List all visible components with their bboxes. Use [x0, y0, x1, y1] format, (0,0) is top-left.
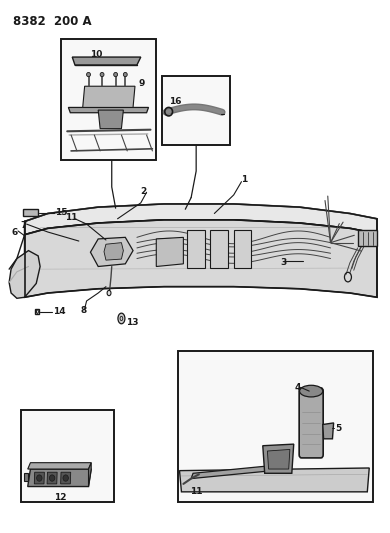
Polygon shape: [90, 237, 133, 266]
Text: 11: 11: [65, 213, 78, 222]
FancyBboxPatch shape: [177, 351, 373, 503]
Text: 5: 5: [335, 424, 341, 433]
Text: 13: 13: [126, 318, 139, 327]
Polygon shape: [179, 468, 369, 492]
Polygon shape: [211, 230, 228, 268]
Text: 2: 2: [140, 187, 146, 196]
Text: 11: 11: [190, 487, 203, 496]
Polygon shape: [263, 444, 294, 473]
Text: 12: 12: [54, 492, 66, 502]
Polygon shape: [83, 86, 135, 108]
Ellipse shape: [87, 72, 90, 77]
Polygon shape: [156, 237, 183, 266]
FancyBboxPatch shape: [299, 388, 323, 458]
Ellipse shape: [300, 385, 323, 397]
Polygon shape: [9, 251, 40, 298]
Polygon shape: [28, 463, 91, 469]
Text: 16: 16: [168, 96, 181, 106]
Ellipse shape: [123, 72, 127, 77]
Polygon shape: [104, 243, 123, 260]
Polygon shape: [25, 220, 377, 297]
FancyBboxPatch shape: [21, 410, 113, 503]
Polygon shape: [89, 463, 91, 487]
FancyBboxPatch shape: [162, 76, 230, 144]
Ellipse shape: [118, 313, 125, 324]
Polygon shape: [268, 449, 290, 469]
Polygon shape: [25, 204, 377, 235]
Polygon shape: [187, 230, 205, 268]
Polygon shape: [358, 230, 377, 246]
Ellipse shape: [50, 475, 55, 481]
Text: 15: 15: [55, 208, 67, 217]
Polygon shape: [323, 423, 333, 439]
Text: 6: 6: [11, 228, 17, 237]
Text: 3: 3: [280, 258, 286, 266]
Text: 9: 9: [138, 79, 144, 88]
Polygon shape: [68, 108, 149, 113]
Text: 8: 8: [81, 306, 87, 315]
Polygon shape: [60, 472, 71, 484]
Text: 10: 10: [90, 50, 102, 59]
Ellipse shape: [107, 290, 111, 296]
Text: 8382  200 A: 8382 200 A: [13, 14, 92, 28]
Text: 14: 14: [53, 307, 66, 316]
Text: 1: 1: [241, 174, 248, 183]
Ellipse shape: [100, 72, 104, 77]
Polygon shape: [34, 472, 44, 484]
Polygon shape: [72, 57, 141, 65]
Polygon shape: [191, 465, 275, 479]
Text: 4: 4: [295, 383, 301, 392]
Ellipse shape: [37, 475, 42, 481]
Text: 7: 7: [20, 221, 27, 230]
Polygon shape: [28, 469, 91, 487]
Polygon shape: [24, 473, 28, 481]
Polygon shape: [234, 230, 251, 268]
Polygon shape: [47, 472, 57, 484]
Polygon shape: [23, 209, 38, 216]
Polygon shape: [98, 110, 123, 128]
Ellipse shape: [113, 72, 117, 77]
FancyBboxPatch shape: [61, 38, 156, 160]
Ellipse shape: [63, 475, 68, 481]
